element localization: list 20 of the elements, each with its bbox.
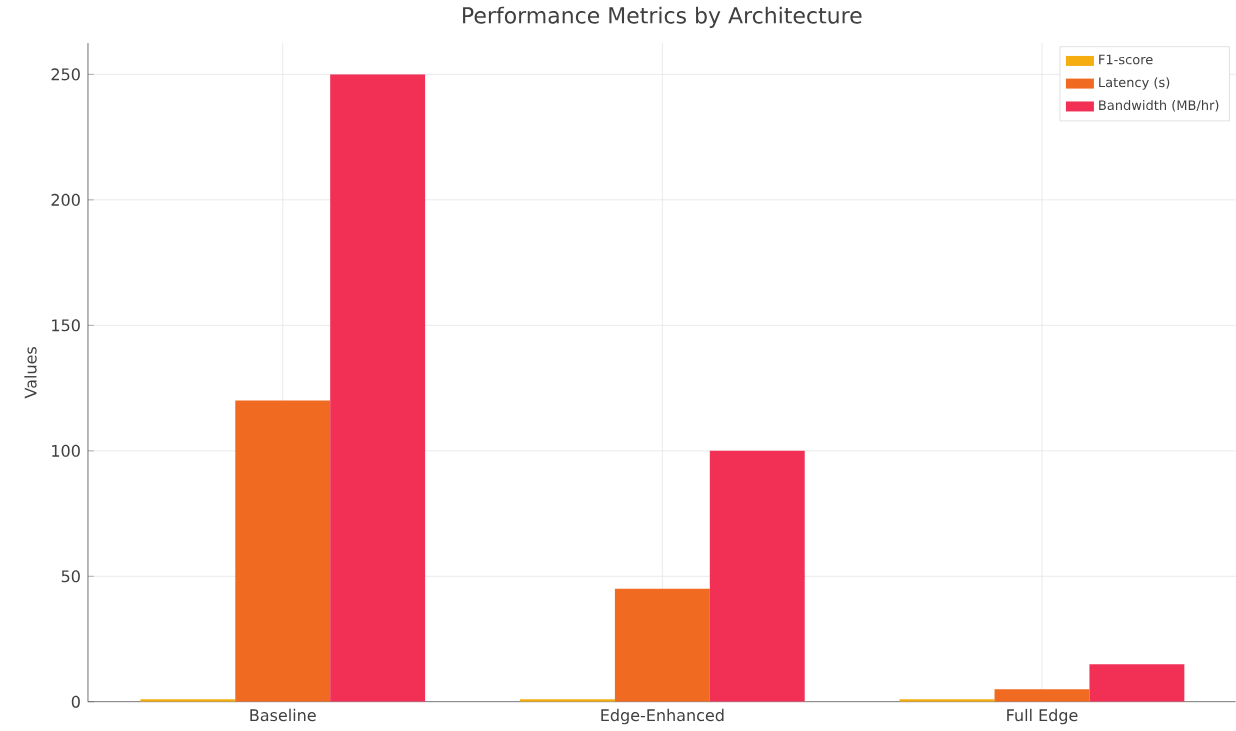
- bar: [330, 74, 426, 702]
- legend-label: F1-score: [1099, 54, 1153, 65]
- legend-label: Latency (s): [1099, 77, 1170, 90]
- x-tick-label: Edge-Enhanced: [601, 708, 724, 725]
- legend-label: Bandwidth (MB/hr): [1099, 100, 1219, 112]
- y-tick-label: 150: [52, 319, 80, 332]
- bar: [709, 450, 805, 702]
- x-tick-label: Full Edge: [1007, 708, 1078, 725]
- y-tick-label: 200: [51, 193, 80, 206]
- bar: [1089, 664, 1185, 702]
- chart-title: Performance Metrics by Architecture: [463, 6, 862, 28]
- y-tick-label: 250: [51, 68, 80, 81]
- bar: [994, 689, 1090, 702]
- bar: [235, 400, 331, 702]
- y-tick-label: 0: [71, 695, 80, 708]
- y-tick-label: 100: [52, 444, 80, 457]
- y-tick-label: 50: [61, 570, 80, 583]
- y-axis-title: Values: [24, 347, 37, 399]
- bar: [614, 588, 710, 702]
- x-tick-label: Baseline: [250, 708, 316, 722]
